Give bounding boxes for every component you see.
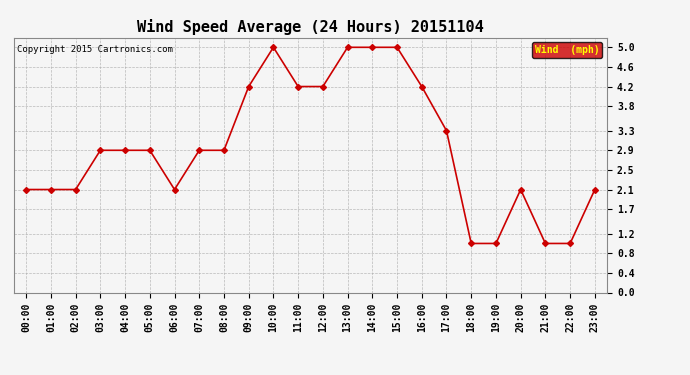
Text: Copyright 2015 Cartronics.com: Copyright 2015 Cartronics.com (17, 45, 172, 54)
Title: Wind Speed Average (24 Hours) 20151104: Wind Speed Average (24 Hours) 20151104 (137, 19, 484, 35)
Legend: Wind  (mph): Wind (mph) (532, 42, 602, 58)
